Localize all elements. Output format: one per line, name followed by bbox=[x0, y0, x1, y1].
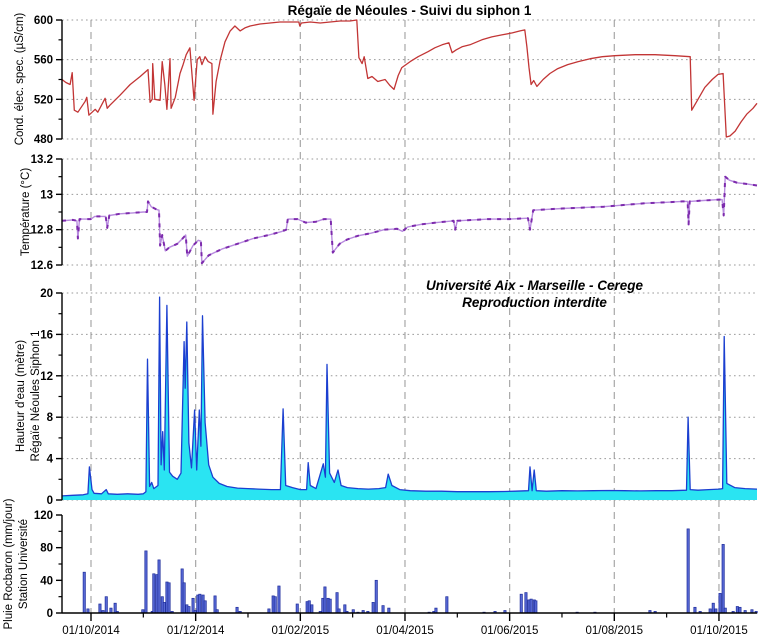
temperature-line-dashes bbox=[61, 175, 758, 265]
y-axis-label-water-height-2: Régaïe Néoules Siphon 1 bbox=[30, 330, 42, 462]
y-axis-label-conductivity: Cond. élec. spec. (µS/cm) bbox=[14, 12, 26, 146]
rain-bar bbox=[328, 598, 332, 614]
y-axis-label-rain-2: Station Université bbox=[18, 518, 30, 610]
x-tick-label: 01/08/2015 bbox=[586, 625, 644, 637]
rain-bar bbox=[167, 582, 171, 614]
y-axis-label-rain-1: Pluie Rocbaron (mm/jour) bbox=[3, 498, 15, 630]
rain-bar bbox=[738, 606, 742, 614]
conductivity-line bbox=[61, 19, 758, 138]
annotation-line-2: Reproduction interdite bbox=[462, 295, 607, 310]
page-title: Régaïe de Néoules - Suivi du siphon 1 bbox=[287, 3, 532, 18]
rain-bar bbox=[295, 603, 299, 614]
rain-bar bbox=[381, 605, 385, 614]
rain-bar bbox=[434, 607, 438, 614]
rain-bar bbox=[273, 596, 277, 614]
y-tick-label: 12.6 bbox=[31, 260, 53, 272]
rain-bar bbox=[529, 598, 533, 614]
y-tick-label: 80 bbox=[40, 543, 53, 555]
rain-bar bbox=[162, 602, 166, 614]
water-area bbox=[62, 297, 757, 500]
rain-bar bbox=[323, 586, 327, 614]
y-axis-label-temperature: Température (°C) bbox=[20, 167, 32, 257]
rain-bar bbox=[235, 606, 239, 614]
rain-bar bbox=[693, 606, 697, 614]
rain-bar bbox=[445, 596, 449, 614]
rain-bar bbox=[98, 603, 102, 614]
rain-bar bbox=[104, 596, 108, 614]
rain-bar bbox=[182, 582, 186, 614]
x-tick-label: 01/10/2014 bbox=[62, 625, 120, 637]
rain-bar bbox=[82, 571, 86, 614]
y-tick-label: 0 bbox=[47, 495, 53, 507]
rain-bar bbox=[374, 579, 378, 614]
rain-bar bbox=[109, 607, 113, 614]
rain-bar bbox=[519, 593, 523, 614]
rain-bar bbox=[534, 600, 538, 614]
rain-bar bbox=[721, 544, 725, 614]
y-tick-label: 12.8 bbox=[31, 225, 54, 237]
rain-bar bbox=[718, 593, 722, 614]
copyright-annotation: Université Aix - Marseille - Cerege Repr… bbox=[312, 277, 757, 311]
rain-bar bbox=[157, 559, 161, 614]
rain-bar bbox=[144, 550, 148, 614]
y-tick-label: 20 bbox=[40, 288, 53, 300]
rain-bar bbox=[686, 528, 690, 614]
y-tick-label: 0 bbox=[47, 608, 53, 620]
rain-bar bbox=[711, 602, 715, 614]
x-tick-label: 01/06/2015 bbox=[481, 625, 539, 637]
y-tick-label: 13 bbox=[40, 189, 53, 201]
y-tick-label: 120 bbox=[34, 510, 53, 522]
water-line bbox=[61, 296, 758, 497]
y-tick-label: 480 bbox=[34, 134, 53, 146]
y-tick-label: 13.2 bbox=[31, 154, 53, 166]
x-tick-label: 01/04/2015 bbox=[376, 625, 434, 637]
y-tick-label: 560 bbox=[34, 55, 53, 67]
y-tick-label: 16 bbox=[40, 329, 53, 341]
rain-bar bbox=[524, 592, 528, 614]
y-tick-label: 8 bbox=[47, 412, 54, 424]
y-tick-label: 600 bbox=[34, 15, 53, 27]
rain-bar bbox=[371, 602, 375, 614]
y-axis-label-water-height-1: Hauteur d'eau (mètre) bbox=[15, 339, 27, 453]
rain-bar bbox=[723, 607, 727, 614]
y-tick-label: 4 bbox=[47, 454, 54, 466]
x-tick-label: 01/10/2015 bbox=[690, 625, 748, 637]
rain-bar bbox=[307, 600, 311, 614]
rain-bar bbox=[198, 593, 202, 614]
rain-bar bbox=[152, 573, 156, 614]
x-tick-label: 01/02/2015 bbox=[272, 625, 330, 637]
y-tick-label: 520 bbox=[34, 94, 53, 106]
rain-bar bbox=[310, 604, 314, 614]
rain-bar bbox=[735, 606, 739, 614]
y-tick-label: 12 bbox=[40, 371, 53, 383]
annotation-line-1: Université Aix - Marseille - Cerege bbox=[425, 278, 644, 293]
rain-bar bbox=[203, 600, 207, 614]
rain-bar bbox=[187, 606, 191, 614]
rain-bar bbox=[387, 607, 391, 614]
y-tick-label: 40 bbox=[40, 575, 53, 587]
x-tick-label: 01/12/2014 bbox=[167, 625, 225, 637]
rain-bar bbox=[277, 585, 281, 614]
